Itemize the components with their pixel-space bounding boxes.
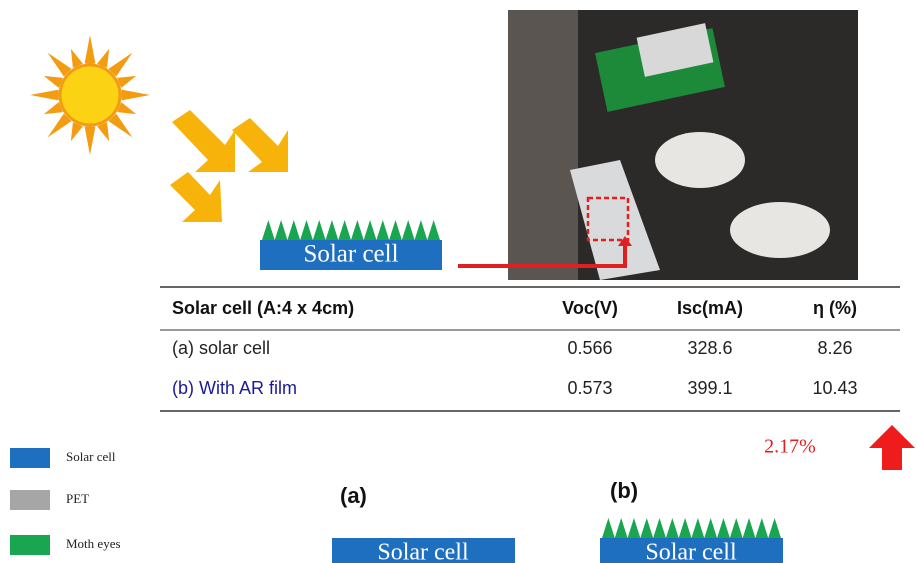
- table-cell: 10.43: [812, 378, 857, 398]
- sun-ray: [122, 90, 150, 101]
- moth-eye: [692, 518, 705, 538]
- legend-swatch: [10, 535, 50, 555]
- table-cell: 0.573: [567, 378, 612, 398]
- moth-eye: [427, 220, 440, 240]
- moth-eye: [743, 518, 756, 538]
- cell-label: Solar cell: [645, 540, 737, 563]
- legend-label: Solar cell: [66, 449, 116, 464]
- legend-label: Moth eyes: [66, 536, 121, 551]
- table-cell: 0.566: [567, 338, 612, 358]
- sun-ray: [85, 35, 96, 63]
- sun: [30, 35, 150, 155]
- legend: Solar cell PET Moth eyes: [10, 448, 121, 555]
- table-header: Voc(V): [562, 298, 618, 318]
- moth-eye: [275, 220, 288, 240]
- moth-eye: [717, 518, 730, 538]
- table-cell: 8.26: [817, 338, 852, 358]
- table-cell: (a) solar cell: [172, 338, 270, 358]
- figure: Solar cell Solar cell (A:4 x 4cm) Voc(V) I…: [0, 0, 917, 563]
- table-header: Solar cell (A:4 x 4cm): [172, 298, 354, 318]
- moth-eye: [640, 518, 653, 538]
- improvement: 2.17%: [764, 436, 816, 458]
- moth-eye: [704, 518, 717, 538]
- moth-eye: [628, 518, 641, 538]
- table-cell: (b) With AR film: [172, 378, 297, 398]
- sun-disc: [60, 65, 120, 125]
- moth-eye: [364, 220, 377, 240]
- up-arrow: [869, 425, 915, 470]
- moth-eye: [262, 220, 275, 240]
- moth-eye: [730, 518, 743, 538]
- moth-eye: [415, 220, 428, 240]
- moth-eye: [287, 220, 300, 240]
- sun-ray: [30, 90, 58, 101]
- moth-eye: [679, 518, 692, 538]
- solar-cell-diagram: Solar cell: [260, 220, 442, 270]
- table-cell: 328.6: [687, 338, 732, 358]
- sun-ray: [85, 127, 96, 155]
- light-arrows: [170, 110, 288, 222]
- panels: (a) Solar cell (b) Solar cell: [332, 478, 783, 563]
- panel-tag: (b): [610, 478, 638, 503]
- panel-tag: (a): [340, 483, 367, 508]
- legend-swatch: [10, 490, 50, 510]
- moth-eye: [653, 518, 666, 538]
- moth-eye: [326, 220, 339, 240]
- moth-eye: [313, 220, 326, 240]
- moth-eye: [768, 518, 781, 538]
- table-cell: 399.1: [687, 378, 732, 398]
- moth-eye: [338, 220, 351, 240]
- moth-eye: [402, 220, 415, 240]
- moth-eye: [351, 220, 364, 240]
- legend-swatch: [10, 448, 50, 468]
- moth-eye: [389, 220, 402, 240]
- table-header: η (%): [813, 298, 857, 318]
- cell-label: Solar cell: [303, 241, 398, 268]
- moth-eye: [376, 220, 389, 240]
- cell-label: Solar cell: [377, 540, 469, 563]
- photo: [508, 10, 858, 280]
- moth-eye: [602, 518, 615, 538]
- legend-label: PET: [66, 491, 89, 506]
- moth-eye: [666, 518, 679, 538]
- results-table: Solar cell (A:4 x 4cm) Voc(V) Isc(mA) η (%)…: [160, 287, 900, 411]
- moth-eye: [755, 518, 768, 538]
- moth-eye: [300, 220, 313, 240]
- moth-eye: [615, 518, 628, 538]
- table-header: Isc(mA): [677, 298, 743, 318]
